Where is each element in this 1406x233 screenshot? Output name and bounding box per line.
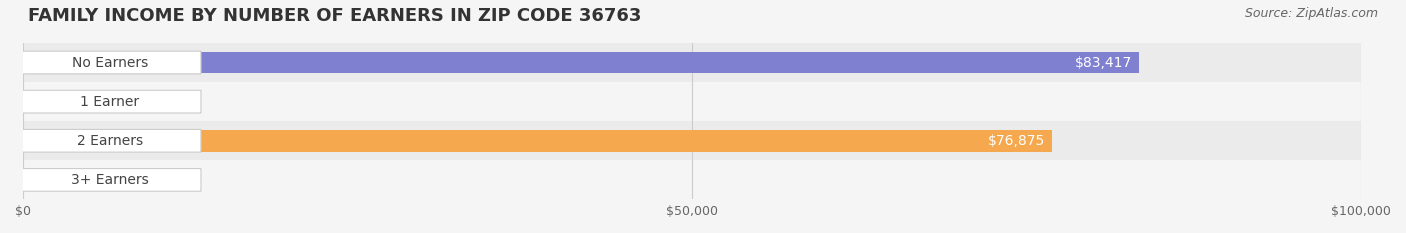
Text: $0: $0 <box>58 173 76 187</box>
Text: $83,417: $83,417 <box>1076 55 1132 69</box>
FancyBboxPatch shape <box>20 129 201 152</box>
Bar <box>22 43 1361 82</box>
Text: FAMILY INCOME BY NUMBER OF EARNERS IN ZIP CODE 36763: FAMILY INCOME BY NUMBER OF EARNERS IN ZI… <box>28 7 641 25</box>
Bar <box>22 130 1052 151</box>
Text: $0: $0 <box>58 95 76 109</box>
Bar <box>22 160 1361 199</box>
FancyBboxPatch shape <box>20 51 201 74</box>
FancyBboxPatch shape <box>20 90 201 113</box>
Text: 3+ Earners: 3+ Earners <box>72 173 149 187</box>
Text: 2 Earners: 2 Earners <box>77 134 143 148</box>
Bar <box>22 121 1361 160</box>
Text: 1 Earner: 1 Earner <box>80 95 139 109</box>
Text: No Earners: No Earners <box>72 55 148 69</box>
Bar <box>22 52 1139 73</box>
FancyBboxPatch shape <box>20 168 201 191</box>
Bar <box>22 91 46 112</box>
Text: Source: ZipAtlas.com: Source: ZipAtlas.com <box>1244 7 1378 20</box>
Bar <box>22 82 1361 121</box>
Text: $76,875: $76,875 <box>987 134 1045 148</box>
Bar <box>22 169 46 191</box>
